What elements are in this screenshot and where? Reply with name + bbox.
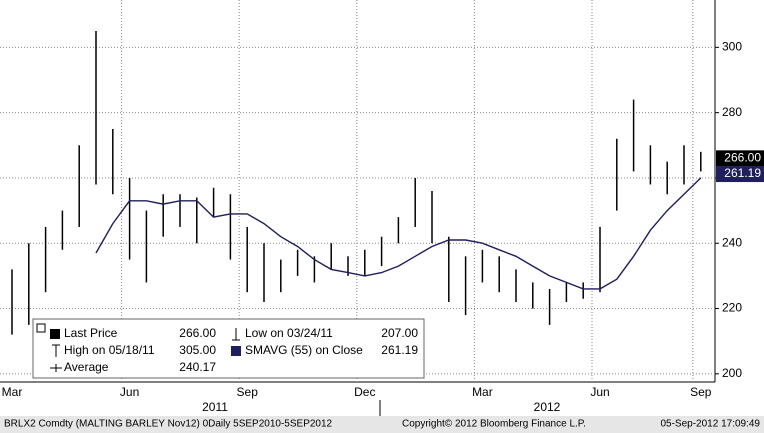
legend-label: SMAVG (55) on Close: [245, 343, 363, 357]
footer-left: BRLX2 Comdty (MALTING BARLEY Nov12) 0Dai…: [4, 419, 333, 430]
legend-label: Last Price: [64, 326, 118, 340]
x-tick-label: Sep: [690, 385, 712, 399]
legend-swatch: [231, 346, 241, 356]
legend-value: 207.00: [381, 326, 418, 340]
legend: Last Price 266.00 Low on 03/24/11 207.00…: [32, 318, 425, 379]
legend-swatch: [50, 329, 60, 339]
legend-value: 305.00: [179, 343, 216, 357]
price-tag-label: 266.00: [724, 151, 761, 165]
legend-label: Average: [64, 360, 109, 374]
plot: 200220240260280300MarJunSepDecMarJunSep: [0, 0, 742, 399]
year-label: 2011: [202, 400, 228, 414]
y-tick-label: 300: [722, 40, 742, 54]
legend-label: High on 05/18/11: [64, 343, 155, 357]
x-tick-label: Dec: [354, 385, 375, 399]
price-tag-label: 261.19: [724, 166, 761, 180]
x-tick-label: Jun: [120, 385, 139, 399]
legend-icon: [232, 328, 240, 341]
legend-box: [32, 318, 425, 379]
y-tick-label: 280: [722, 105, 742, 119]
x-tick-label: Mar: [2, 385, 23, 399]
legend-label: Low on 03/24/11: [245, 326, 333, 340]
legend-toggle: [36, 323, 46, 333]
legend-icon: [50, 364, 62, 372]
year-label: 2012: [534, 400, 561, 414]
x-tick-label: Mar: [472, 385, 493, 399]
price-tag: [716, 150, 764, 167]
y-tick-label: 220: [722, 301, 742, 315]
sma-line: [95, 177, 702, 290]
price-tag: [716, 166, 764, 183]
legend-value: 261.19: [381, 343, 418, 357]
footer-band: [0, 416, 764, 433]
legend-icon: [52, 344, 60, 357]
legend-value: 266.00: [179, 326, 216, 340]
y-tick-label: 240: [722, 235, 742, 249]
footer-right: 05-Sep-2012 17:09:49: [660, 419, 760, 430]
x-tick-label: Sep: [237, 385, 259, 399]
legend-value: 240.17: [179, 360, 216, 374]
x-tick-label: Jun: [590, 385, 609, 399]
y-tick-label: 200: [722, 366, 742, 380]
footer-center: Copyright© 2012 Bloomberg Finance L.P.: [402, 419, 586, 430]
